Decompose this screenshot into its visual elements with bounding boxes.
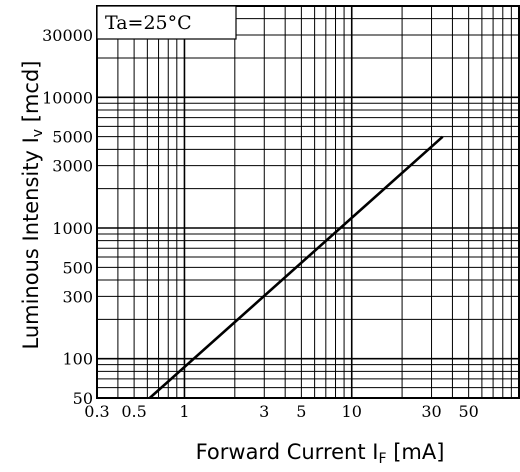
y-tick-label: 300 xyxy=(62,287,93,306)
grid xyxy=(97,6,519,398)
y-tick-label: 50 xyxy=(73,389,93,408)
x-tick-labels: 0.3 0.5 1 3 5 10 30 50 xyxy=(84,402,479,421)
x-tick-label: 0.3 xyxy=(84,402,109,421)
x-axis-label-subscript: F xyxy=(378,451,386,467)
y-axis-label: Luminous Intensity Iv [mcd] xyxy=(19,61,46,350)
x-axis-label-prefix: Forward Current I xyxy=(196,440,379,464)
y-tick-label: 30000 xyxy=(42,26,93,45)
x-tick-label: 10 xyxy=(342,402,362,421)
y-axis-label-subscript: v xyxy=(30,129,46,137)
x-tick-label: 5 xyxy=(296,402,306,421)
y-axis-label-suffix: [mcd] xyxy=(19,61,43,129)
x-tick-label: 1 xyxy=(179,402,189,421)
annotation-box xyxy=(96,5,237,40)
x-tick-label: 30 xyxy=(421,402,441,421)
y-tick-label: 1000 xyxy=(52,219,93,238)
y-tick-label: 5000 xyxy=(52,128,93,147)
series-layer xyxy=(148,135,444,399)
x-tick-label: 0.5 xyxy=(121,402,146,421)
y-tick-labels: 50 100 300 500 1000 3000 5000 10000 30000 xyxy=(42,26,93,408)
y-tick-label: 3000 xyxy=(52,157,93,176)
x-tick-label: 3 xyxy=(259,402,269,421)
x-axis-label-suffix: [mA] xyxy=(387,440,445,464)
annotation-text: Ta=25°C xyxy=(105,12,192,34)
y-tick-label: 100 xyxy=(62,350,93,369)
series-line xyxy=(148,135,444,399)
x-tick-label: 50 xyxy=(458,402,478,421)
y-tick-label: 500 xyxy=(62,258,93,277)
y-tick-label: 10000 xyxy=(42,88,93,107)
plot-frame xyxy=(96,5,520,399)
x-axis-label: Forward Current IF [mA] xyxy=(196,440,445,467)
y-axis-label-prefix: Luminous Intensity I xyxy=(19,137,43,349)
